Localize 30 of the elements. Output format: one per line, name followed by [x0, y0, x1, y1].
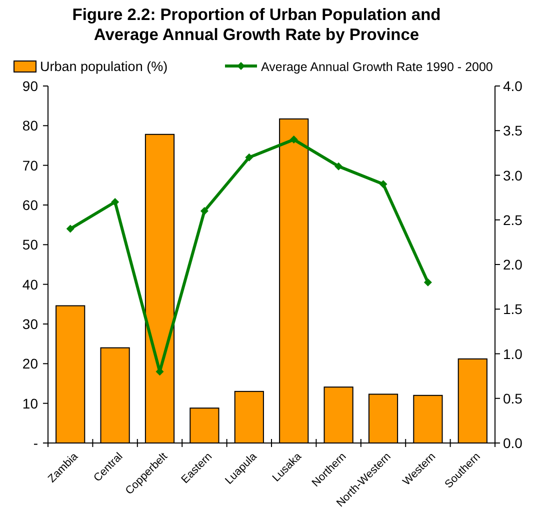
y2-tick-label: 3.0: [503, 167, 523, 184]
point: [334, 162, 343, 170]
y2-tick-label: 3.5: [503, 122, 523, 139]
y2-tick-label: 4.0: [503, 78, 523, 94]
point: [379, 180, 388, 188]
y-tick-label: 10: [22, 395, 38, 412]
y-tick-label: 70: [22, 157, 38, 174]
y-tick-label: 80: [22, 118, 38, 134]
y2-tick-label: 0.0: [503, 435, 523, 451]
legend-label: Average Annual Growth Rate 1990 - 2000: [261, 60, 493, 74]
y-tick-label: 30: [22, 316, 38, 332]
y-tick-label: 60: [22, 197, 38, 213]
y2-tick-label: 1.0: [503, 346, 523, 362]
legend-label: Urban population (%): [40, 59, 168, 74]
chart-title: Figure 2.2: Proportion of Urban Population and Average Annual Growth Rate by Province: [72, 6, 441, 44]
y-tick-label: -: [33, 435, 38, 451]
y2-tick-label: 2.5: [503, 212, 523, 228]
point: [290, 136, 298, 144]
y-tick-label: 50: [22, 236, 38, 253]
point: [245, 153, 254, 162]
y-tick-label: 90: [22, 78, 38, 94]
y-tick-label: 20: [22, 356, 38, 372]
point: [111, 198, 120, 206]
y2-tick-label: 0.5: [503, 390, 523, 406]
y-tick-label: 40: [22, 276, 38, 292]
point: [200, 206, 208, 215]
point: [66, 224, 74, 233]
y2-tick-label: 1.5: [503, 301, 523, 318]
point: [424, 278, 432, 286]
y2-tick-label: 2.0: [503, 256, 523, 272]
